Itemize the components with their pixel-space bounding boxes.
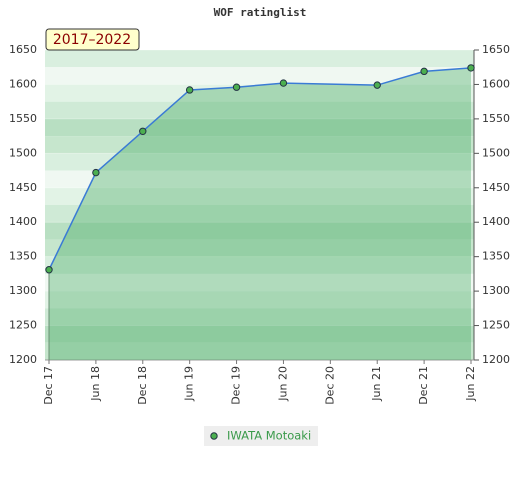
x-tick-label: Jun 20: [276, 366, 289, 402]
grid-band: [45, 187, 474, 205]
y2-tick-label: 1450: [482, 181, 510, 194]
y2-tick-label: 1400: [482, 215, 510, 228]
x-tick-label: Dec 20: [323, 366, 336, 405]
grid-band: [45, 101, 474, 119]
y-tick-label: 1300: [9, 284, 37, 297]
x-tick-label: Jun 22: [464, 366, 477, 402]
point: [92, 168, 100, 177]
y2-tick-label: 1500: [482, 146, 510, 159]
point: [373, 81, 381, 89]
y2-tick-label: 1600: [482, 77, 510, 90]
grid-band: [45, 308, 474, 326]
y-tick-label: 1650: [9, 43, 37, 56]
grid-band: [45, 153, 474, 171]
y2-tick-label: 1250: [482, 319, 510, 332]
y2-tick-label: 1350: [482, 250, 510, 263]
y-tick-label: 1600: [9, 77, 37, 90]
grid-band: [45, 205, 474, 223]
grid-band: [45, 325, 474, 343]
grid-band: [45, 256, 474, 274]
annotation: 2017–2022: [53, 32, 131, 48]
grid-band: [45, 291, 474, 309]
point: [279, 79, 288, 87]
grid-band: [45, 84, 474, 102]
point: [232, 83, 241, 91]
x-tick-label: Dec 17: [42, 366, 55, 405]
y-tick-label: 1500: [9, 146, 37, 159]
y-tick-label: 1350: [9, 250, 37, 263]
y-tick-label: 1450: [9, 181, 37, 194]
grid-band: [45, 67, 474, 85]
y-tick-label: 1400: [9, 215, 37, 228]
y2-tick-label: 1300: [482, 284, 510, 297]
legend-label: IWATA Motoaki: [227, 429, 311, 443]
grid-band: [45, 239, 474, 257]
x-tick-label: Dec 21: [417, 366, 430, 405]
y2-tick-label: 1200: [482, 353, 510, 366]
area: [49, 67, 471, 361]
grid-band: [45, 222, 474, 240]
y2-tick-label: 1650: [482, 43, 510, 56]
grid-band: [45, 342, 474, 360]
x-tick-label: Jun 18: [89, 366, 102, 402]
point: [420, 67, 428, 76]
annotation-box: [45, 28, 140, 51]
y-tick-label: 1200: [9, 353, 37, 366]
x-tick-label: Dec 19: [230, 366, 243, 405]
point: [45, 266, 53, 274]
legend-marker: [210, 432, 218, 440]
legend-box: [204, 426, 318, 446]
x-tick-label: Jun 21: [370, 366, 383, 402]
chart-title: WOF ratinglist: [214, 6, 307, 19]
grid-band: [45, 170, 474, 188]
y2-tick-label: 1550: [482, 112, 510, 125]
grid-band: [45, 50, 474, 68]
x-tick-label: Dec 18: [136, 366, 149, 405]
y-tick-label: 1250: [9, 319, 37, 332]
point: [467, 64, 475, 72]
point: [185, 86, 194, 94]
point: [139, 127, 147, 135]
grid-band: [45, 273, 474, 292]
x-tick-label: Jun 19: [183, 366, 196, 402]
grid-band: [45, 136, 474, 154]
y-tick-label: 1550: [9, 112, 37, 125]
